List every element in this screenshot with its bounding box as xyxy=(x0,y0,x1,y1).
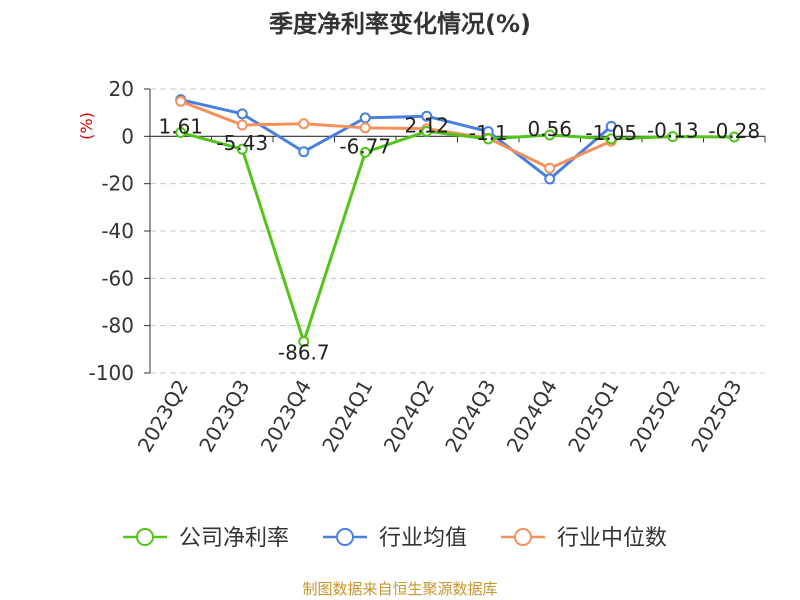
data-label: -86.7 xyxy=(278,341,330,365)
source-note: 制图数据来自恒生聚源数据库 xyxy=(302,580,497,598)
data-label: 1.61 xyxy=(158,115,203,139)
data-label: -1.1 xyxy=(469,121,508,145)
chart-title: 季度净利率变化情况(%) xyxy=(269,10,531,38)
data-point xyxy=(544,162,556,174)
legend-marker xyxy=(514,528,532,546)
data-point xyxy=(298,146,310,158)
series-line xyxy=(180,129,735,344)
data-label: 0.56 xyxy=(527,117,572,141)
data-labels: 1.61 -5.43 -86.7 -6.77 2.12 -1.1 0.56 -1.05 -0.1… xyxy=(158,113,760,364)
data-point xyxy=(236,108,248,120)
data-point xyxy=(359,122,371,134)
data-point xyxy=(544,129,556,141)
y-tick-label: -40 xyxy=(101,219,134,243)
y-tick-label: -20 xyxy=(101,172,134,196)
data-point xyxy=(605,120,617,132)
data-point xyxy=(236,143,248,155)
x-tick-label: 2024Q2 xyxy=(379,376,439,457)
y-tick-label: -100 xyxy=(89,361,134,385)
data-point xyxy=(175,127,187,139)
x-tick-label: 2023Q3 xyxy=(194,376,254,457)
data-point xyxy=(175,95,187,107)
data-label: 2.12 xyxy=(404,113,449,137)
data-point xyxy=(667,131,679,143)
series-line xyxy=(180,99,612,170)
y-axis-unit-label: (%) xyxy=(77,112,96,140)
x-tick-label: 2024Q3 xyxy=(440,376,500,457)
data-label: -6.77 xyxy=(339,134,391,158)
data-point xyxy=(544,173,556,185)
legend-marker xyxy=(136,528,154,546)
data-label: -0.28 xyxy=(708,119,760,143)
data-point xyxy=(421,125,433,137)
legend: 公司净利率 行业均值 行业中位数 xyxy=(123,526,667,551)
legend-label: 行业均值 xyxy=(379,526,467,551)
data-point xyxy=(359,146,371,158)
data-point xyxy=(298,118,310,130)
data-point xyxy=(728,131,740,143)
data-point xyxy=(236,119,248,131)
x-tick-label: 2025Q2 xyxy=(625,376,685,457)
x-tick-label: 2023Q4 xyxy=(256,376,316,457)
data-label: -1.05 xyxy=(585,121,637,145)
x-tick-label: 2024Q1 xyxy=(317,376,377,457)
x-tick-label: 2025Q1 xyxy=(563,376,623,457)
data-label: -5.43 xyxy=(216,131,268,155)
legend-marker xyxy=(336,528,354,546)
data-label: -0.13 xyxy=(647,119,699,143)
y-tick-label: -60 xyxy=(101,266,134,290)
y-tick-label: -80 xyxy=(101,314,134,338)
data-point xyxy=(605,133,617,145)
x-tick-label: 2023Q2 xyxy=(133,376,193,457)
series-line xyxy=(180,98,613,181)
y-tick-label: 0 xyxy=(121,124,134,148)
legend-label: 行业中位数 xyxy=(557,526,667,551)
legend-label: 公司净利率 xyxy=(179,526,289,551)
data-point xyxy=(421,110,433,122)
data-point xyxy=(298,336,310,348)
data-point xyxy=(482,133,494,145)
series-lines xyxy=(175,94,740,348)
y-tick-label: 20 xyxy=(109,77,134,101)
x-tick-label: 2024Q4 xyxy=(502,376,562,457)
x-tick-label: 2025Q3 xyxy=(686,376,746,457)
data-point xyxy=(359,112,371,124)
